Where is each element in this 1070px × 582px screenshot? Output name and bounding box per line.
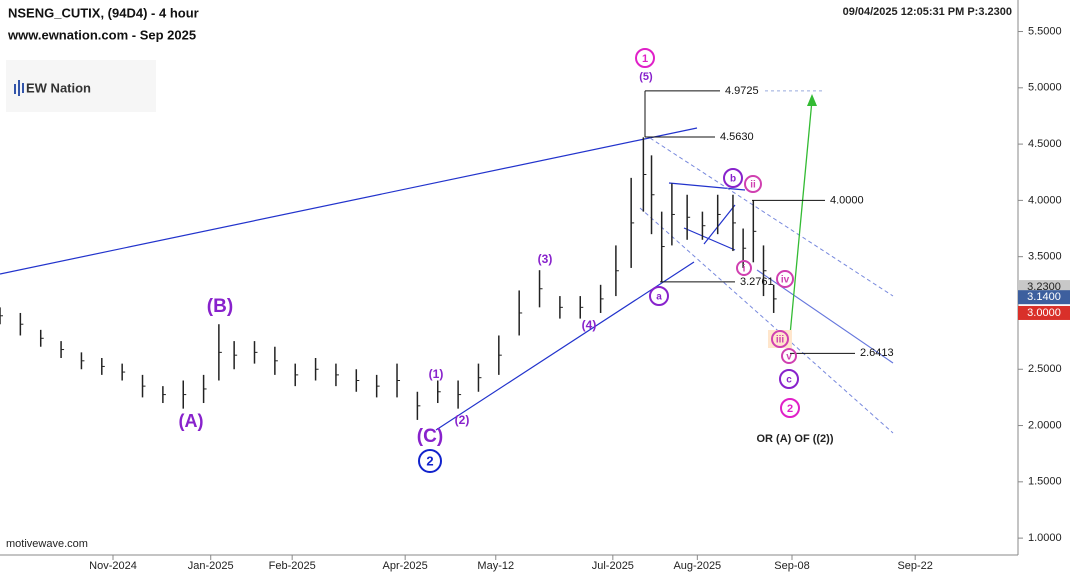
wave-label: (5) [639,71,653,83]
subtitle: www.ewnation.com - Sep 2025 [7,27,196,42]
level-label: 4.5630 [720,131,754,143]
level-label: 3.2761 [740,276,774,288]
price-tag-label: 3.0000 [1027,307,1061,319]
arrow-head [807,94,817,106]
projection-arrow [789,99,813,336]
y-tick-label: 4.5000 [1028,138,1062,150]
wave-label: a [656,292,662,303]
wave-label: ii [750,180,756,191]
wave-label: (C) [417,426,443,447]
level-label: 2.6413 [860,347,894,359]
y-tick-label: 2.0000 [1028,419,1062,431]
note: OR (A) OF ((2)) [757,433,834,445]
wave-label: (3) [538,252,553,266]
wave-circle [736,260,752,276]
x-tick-label: Jan-2025 [188,560,234,572]
x-tick-label: Sep-08 [774,560,809,572]
wave-circle [780,398,800,418]
wave-circle [649,286,669,306]
wave-label: (B) [207,296,233,317]
wave-label: c [786,375,792,386]
wave-label: (A) [179,411,204,431]
y-tick-label: 2.5000 [1028,363,1062,375]
channel [639,137,894,434]
wave-label: i [743,264,746,275]
y-tick-label: 5.5000 [1028,25,1062,37]
trendline [0,127,698,275]
wave-label: b [730,174,736,185]
x-tick-label: Nov-2024 [89,560,137,572]
wave-circle [418,449,442,473]
wave-label: 1 [642,53,648,65]
wave-circle [779,369,799,389]
wave-circle [744,175,762,193]
wave-label: iv [781,275,790,286]
wave-circle [635,48,655,68]
wave-label: (1) [429,367,444,381]
price-tag-label: 3.2300 [1027,281,1061,293]
logo-text: EW Nation [26,80,91,95]
channel-line [639,207,894,434]
footer: motivewave.com [6,538,88,550]
wave-label: (4) [582,318,597,332]
x-tick-label: May-12 [477,560,514,572]
wave-circle [723,168,743,188]
chart-title: NSENG_CUTIX, (94D4) - 4 hour [8,5,199,20]
x-tick-label: Sep-22 [897,560,932,572]
trendline [703,204,736,245]
x-tick-label: Apr-2025 [383,560,428,572]
status: 09/04/2025 12:05:31 PM P:3.2300 [843,6,1012,18]
y-tick-label: 3.5000 [1028,251,1062,263]
x-tick-label: Jul-2025 [592,560,634,572]
y-tick-label: 5.0000 [1028,82,1062,94]
price-tag-label: 3.1400 [1027,291,1061,303]
logo-box [6,60,156,112]
wave-circle [776,270,794,288]
x-tick-label: Aug-2025 [673,560,721,572]
wave-label: iii [776,335,785,346]
x-tick-label: Feb-2025 [269,560,316,572]
wave-label: 2 [426,453,433,468]
wave-label: v [786,352,792,363]
wave-circle [771,330,789,348]
logo-icon [14,80,24,96]
level-label: 4.9725 [725,85,759,97]
y-tick-label: 1.5000 [1028,476,1062,488]
level-label: 4.0000 [830,194,864,206]
y-tick-label: 1.0000 [1028,532,1062,544]
wave-label: (2) [455,413,470,427]
wave-circle [781,348,797,364]
wave-label: 2 [787,403,793,415]
channel-line [649,137,894,297]
price-tag [1018,305,1070,320]
trendline [683,227,736,251]
price-tag [1018,290,1070,305]
trendline [668,182,746,191]
y-tick-label: 4.0000 [1028,194,1062,206]
